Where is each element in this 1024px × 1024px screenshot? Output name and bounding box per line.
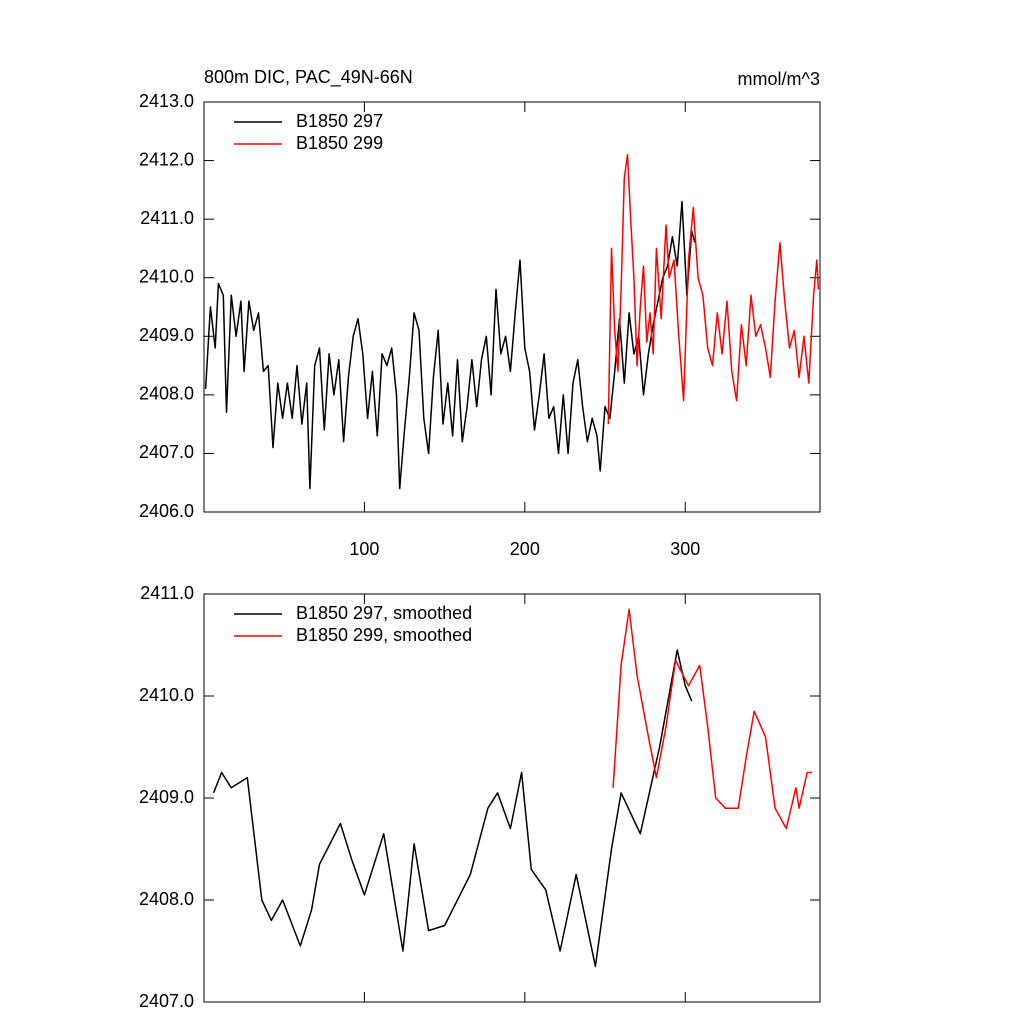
data-line xyxy=(612,608,812,830)
y-tick-label: 2408.0 xyxy=(139,384,194,404)
y-tick-label: 2407.0 xyxy=(139,442,194,462)
legend-label: B1850 297 xyxy=(296,111,383,131)
y-tick-label: 2410.0 xyxy=(139,266,194,286)
y-tick-label: 2408.0 xyxy=(139,889,194,909)
data-line xyxy=(212,649,693,968)
chart-title: 800m DIC, PAC_49N-66N xyxy=(204,67,413,88)
units-label: mmol/m^3 xyxy=(738,69,820,89)
y-tick-label: 2409.0 xyxy=(139,325,194,345)
y-tick-label: 2413.0 xyxy=(139,91,194,111)
y-tick-label: 2407.0 xyxy=(139,991,194,1011)
plot-frame xyxy=(203,101,821,513)
plot-frame xyxy=(203,593,821,1003)
data-line xyxy=(204,200,696,490)
legend-label: B1850 297, smoothed xyxy=(296,603,472,623)
x-tick-label: 200 xyxy=(510,539,540,559)
y-tick-label: 2406.0 xyxy=(139,501,194,521)
data-line xyxy=(607,153,820,425)
legend-label: B1850 299, smoothed xyxy=(296,625,472,645)
y-tick-label: 2412.0 xyxy=(139,149,194,169)
x-tick-label: 100 xyxy=(349,539,379,559)
legend-label: B1850 299 xyxy=(296,133,383,153)
x-tick-label: 300 xyxy=(670,539,700,559)
y-tick-label: 2411.0 xyxy=(140,583,194,603)
y-tick-label: 2409.0 xyxy=(139,787,194,807)
y-tick-label: 2410.0 xyxy=(139,685,194,705)
y-tick-label: 2411.0 xyxy=(140,208,194,228)
